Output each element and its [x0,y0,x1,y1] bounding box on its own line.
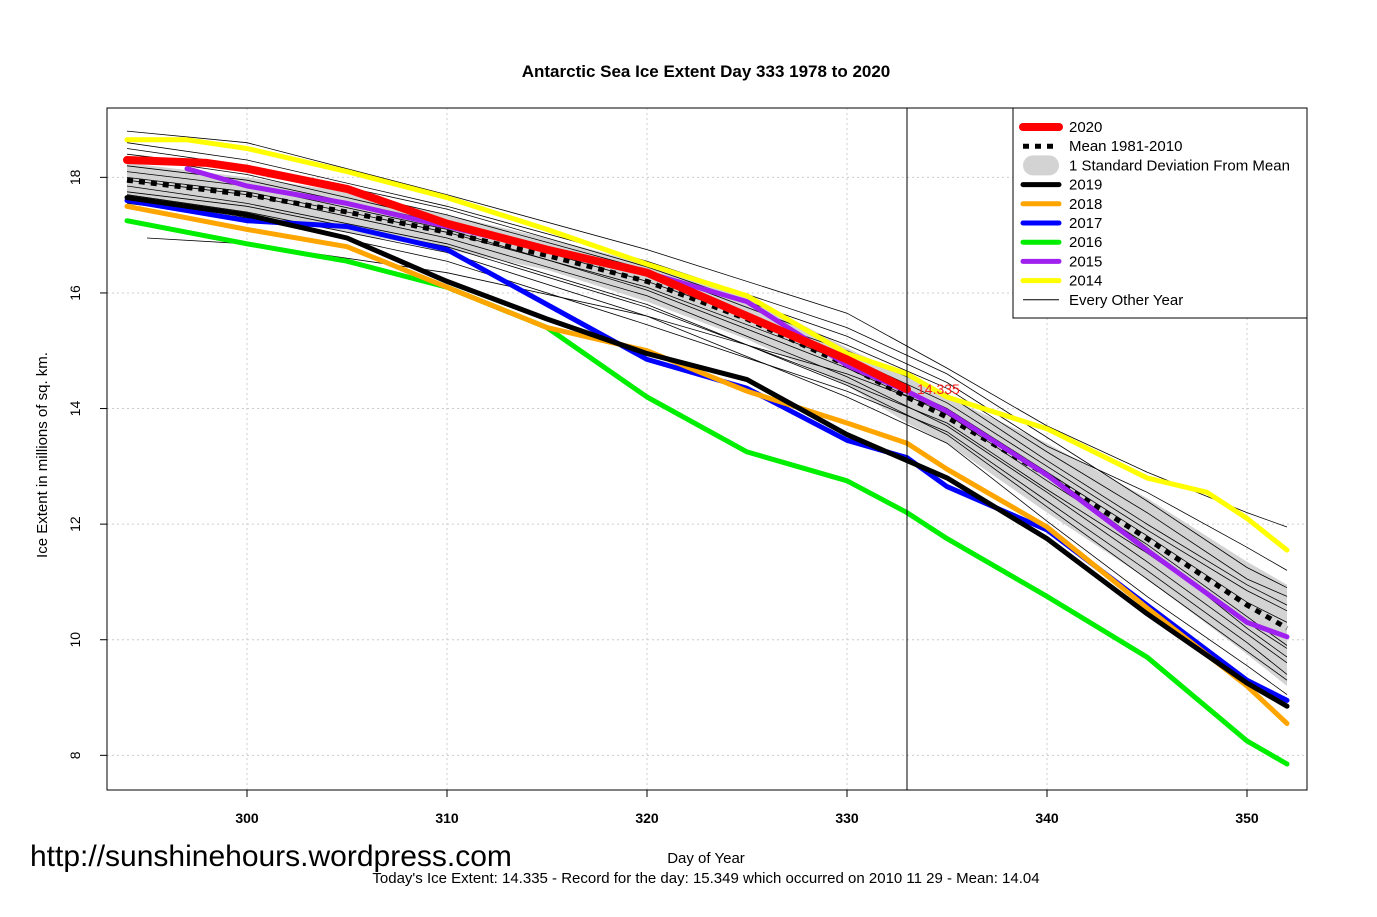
series-line-2020 [123,156,911,394]
thin-year-line [126,156,1288,612]
y-tick-label: 12 [67,516,83,532]
x-tick-label: 310 [435,810,459,826]
watermark-url: http://sunshinehours.wordpress.com [30,840,512,873]
x-tick-label: 300 [235,810,259,826]
thin-year-line [126,179,1288,664]
thin-year-line [126,142,1288,589]
x-tick-label: 330 [835,810,859,826]
y-axis-ticks: 8 10 12 14 16 18 [67,169,107,759]
y-tick-label: 18 [67,169,83,185]
x-axis-ticks: 300 310 320 330 340 350 [235,790,1259,826]
legend-label: 2017 [1069,215,1102,232]
series-lines [123,137,1290,767]
legend-label: 2016 [1069,234,1102,251]
thin-year-line [126,171,1288,646]
chart-title: Antarctic Sea Ice Extent Day 333 1978 to… [522,62,891,81]
legend-label: Every Other Year [1069,292,1183,309]
day-marker: 14.335 [906,108,960,790]
x-tick-label: 350 [1235,810,1259,826]
thin-year-line [126,185,1288,681]
x-tick-label: 340 [1035,810,1059,826]
legend: 2020 Mean 1981-2010 1 Standard Deviation F… [1012,107,1308,319]
legend-label: 2015 [1069,253,1102,270]
legend-label: 2019 [1069,177,1102,194]
legend-label: 2018 [1069,196,1102,213]
x-tick-label: 320 [635,810,659,826]
series-line-2016 [124,218,1290,767]
legend-label: 2020 [1069,119,1102,136]
y-tick-label: 14 [67,401,83,417]
thin-year-line [126,194,1288,695]
legend-label: 1 Standard Deviation From Mean [1069,157,1290,174]
legend-label: Mean 1981-2010 [1069,138,1182,155]
x-axis-label: Day of Year [667,850,745,867]
series-line-2019 [124,195,1290,709]
series-line-2014 [124,137,1290,553]
y-axis-label: Ice Extent in millions of sq. km. [34,352,51,558]
legend-label: 2014 [1069,273,1102,290]
y-tick-label: 16 [67,285,83,301]
plot-frame [106,107,1308,791]
legend-box [1012,107,1308,319]
annotation-value: 14.335 [917,381,960,397]
y-tick-label: 10 [67,632,83,648]
summary-text: Today's Ice Extent: 14.335 - Record for … [372,870,1039,887]
legend-swatch [1023,155,1059,176]
y-tick-label: 8 [67,751,83,759]
